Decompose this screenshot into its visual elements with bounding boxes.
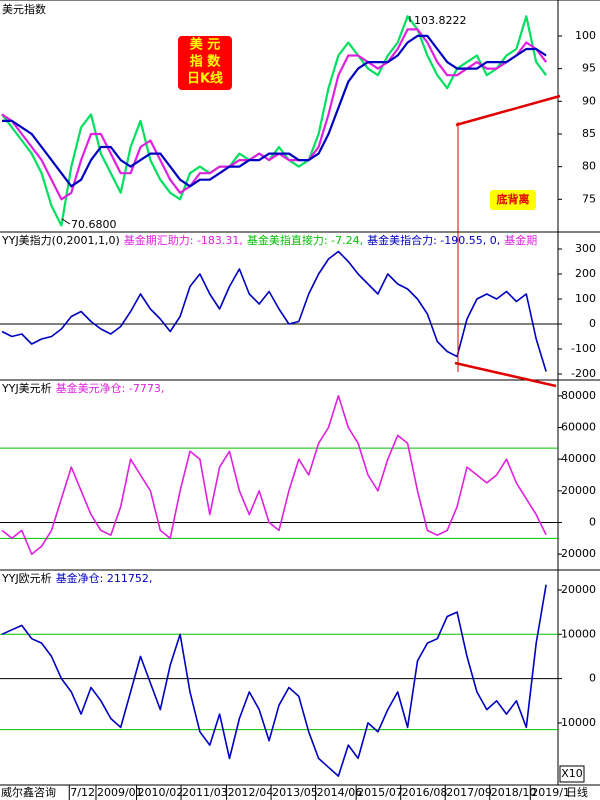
x-tick-label: 2013/05 [272,786,318,799]
header-item: 基金净仓: 211752, [56,571,153,585]
trend-line [455,94,561,127]
header-item: 基金期汇助力: -183.31, [124,233,243,247]
x-tick-label: 2019/1 [531,786,570,799]
low-label: 70.6800 [71,218,117,231]
divergence-box [490,190,536,210]
box-label: 指 数 [190,54,222,70]
y-tick-label: 85 [582,127,596,140]
title-box [178,36,232,90]
scale-box[interactable] [559,765,585,783]
y-tick-label: 80000 [561,389,596,402]
x-tick-label: 2018/10 [491,786,537,799]
y-tick-label: 75 [582,192,596,205]
x-tick-label: 2014/06 [317,786,363,799]
y-tick-label: 300 [575,242,596,255]
x-tick-label: 2011/03 [182,786,228,799]
y-tick-label: 20000 [561,583,596,596]
panel-header: YYJ欧元析 基金净仓: 211752, [1,571,152,585]
x-tick-label: 2009/01 [97,786,143,799]
header-item: 基金期 [504,233,537,247]
y-tick-label: 0 [589,672,596,685]
series-line [1,28,547,201]
panel-header: YYJ美指力(0,2001,1,0) 基金期汇助力: -183.31, 基金美指直接… [1,233,537,247]
annotation-tick [61,218,71,225]
header-item: YYJ美元析 [1,381,52,395]
header-item: 基金美指合力: -190.55, 0, [367,233,500,247]
period-label: 日线 [566,785,588,799]
high-label: 103.8222 [414,14,467,27]
source-label: 威尔鑫咨询 [1,785,56,799]
y-tick-label: 80 [582,160,596,173]
y-tick-label: 0 [589,516,596,529]
y-tick-label: 60000 [561,421,596,434]
divergence-label: 底背离 [497,192,530,206]
y-tick-label: -100 [571,342,596,355]
y-tick-label: 40000 [561,452,596,465]
x-tick-label: 2016/08 [402,786,448,799]
header-item: YYJ欧元析 [1,571,52,585]
trend-line [454,361,557,388]
x-axis-strip [0,785,600,800]
x-tick-label: 2015/07 [357,786,403,799]
y-tick-label: 100 [575,292,596,305]
y-tick-label: 95 [582,62,596,75]
source-bg [0,786,64,800]
y-tick-label: 200 [575,267,596,280]
series-line [1,395,547,555]
panel-title: 美元指数 [2,2,46,16]
box-label: 美 元 [190,37,221,53]
x-tick-label: 2010/02 [138,786,184,799]
header-item: 基金美元净仓: -7773, [56,381,165,395]
y-tick-label: -10000 [557,716,596,729]
y-tick-label: 20000 [561,484,596,497]
header-item: YYJ美指力(0,2001,1,0) [1,233,120,247]
series-line [2,34,547,188]
scale-label[interactable]: X10 [561,767,583,780]
x-tick-label: 2017/09 [446,786,492,799]
header-item: 基金美指直接力: -7.24, [247,233,363,247]
y-tick-label: 100 [575,29,596,42]
box-label: 日K线 [187,71,223,87]
x-tick-label: 2012/04 [228,786,274,799]
series-line [1,250,547,372]
y-tick-label: 0 [589,317,596,330]
y-tick-label: 10000 [561,627,596,640]
series-line [1,584,547,777]
y-tick-label: -200 [571,367,596,380]
panel-header: YYJ美元析 基金美元净仓: -7773, [1,381,164,395]
x-tick-label: 7/12 [70,786,95,799]
y-tick-label: -20000 [557,547,596,560]
y-tick-label: 90 [582,94,596,107]
